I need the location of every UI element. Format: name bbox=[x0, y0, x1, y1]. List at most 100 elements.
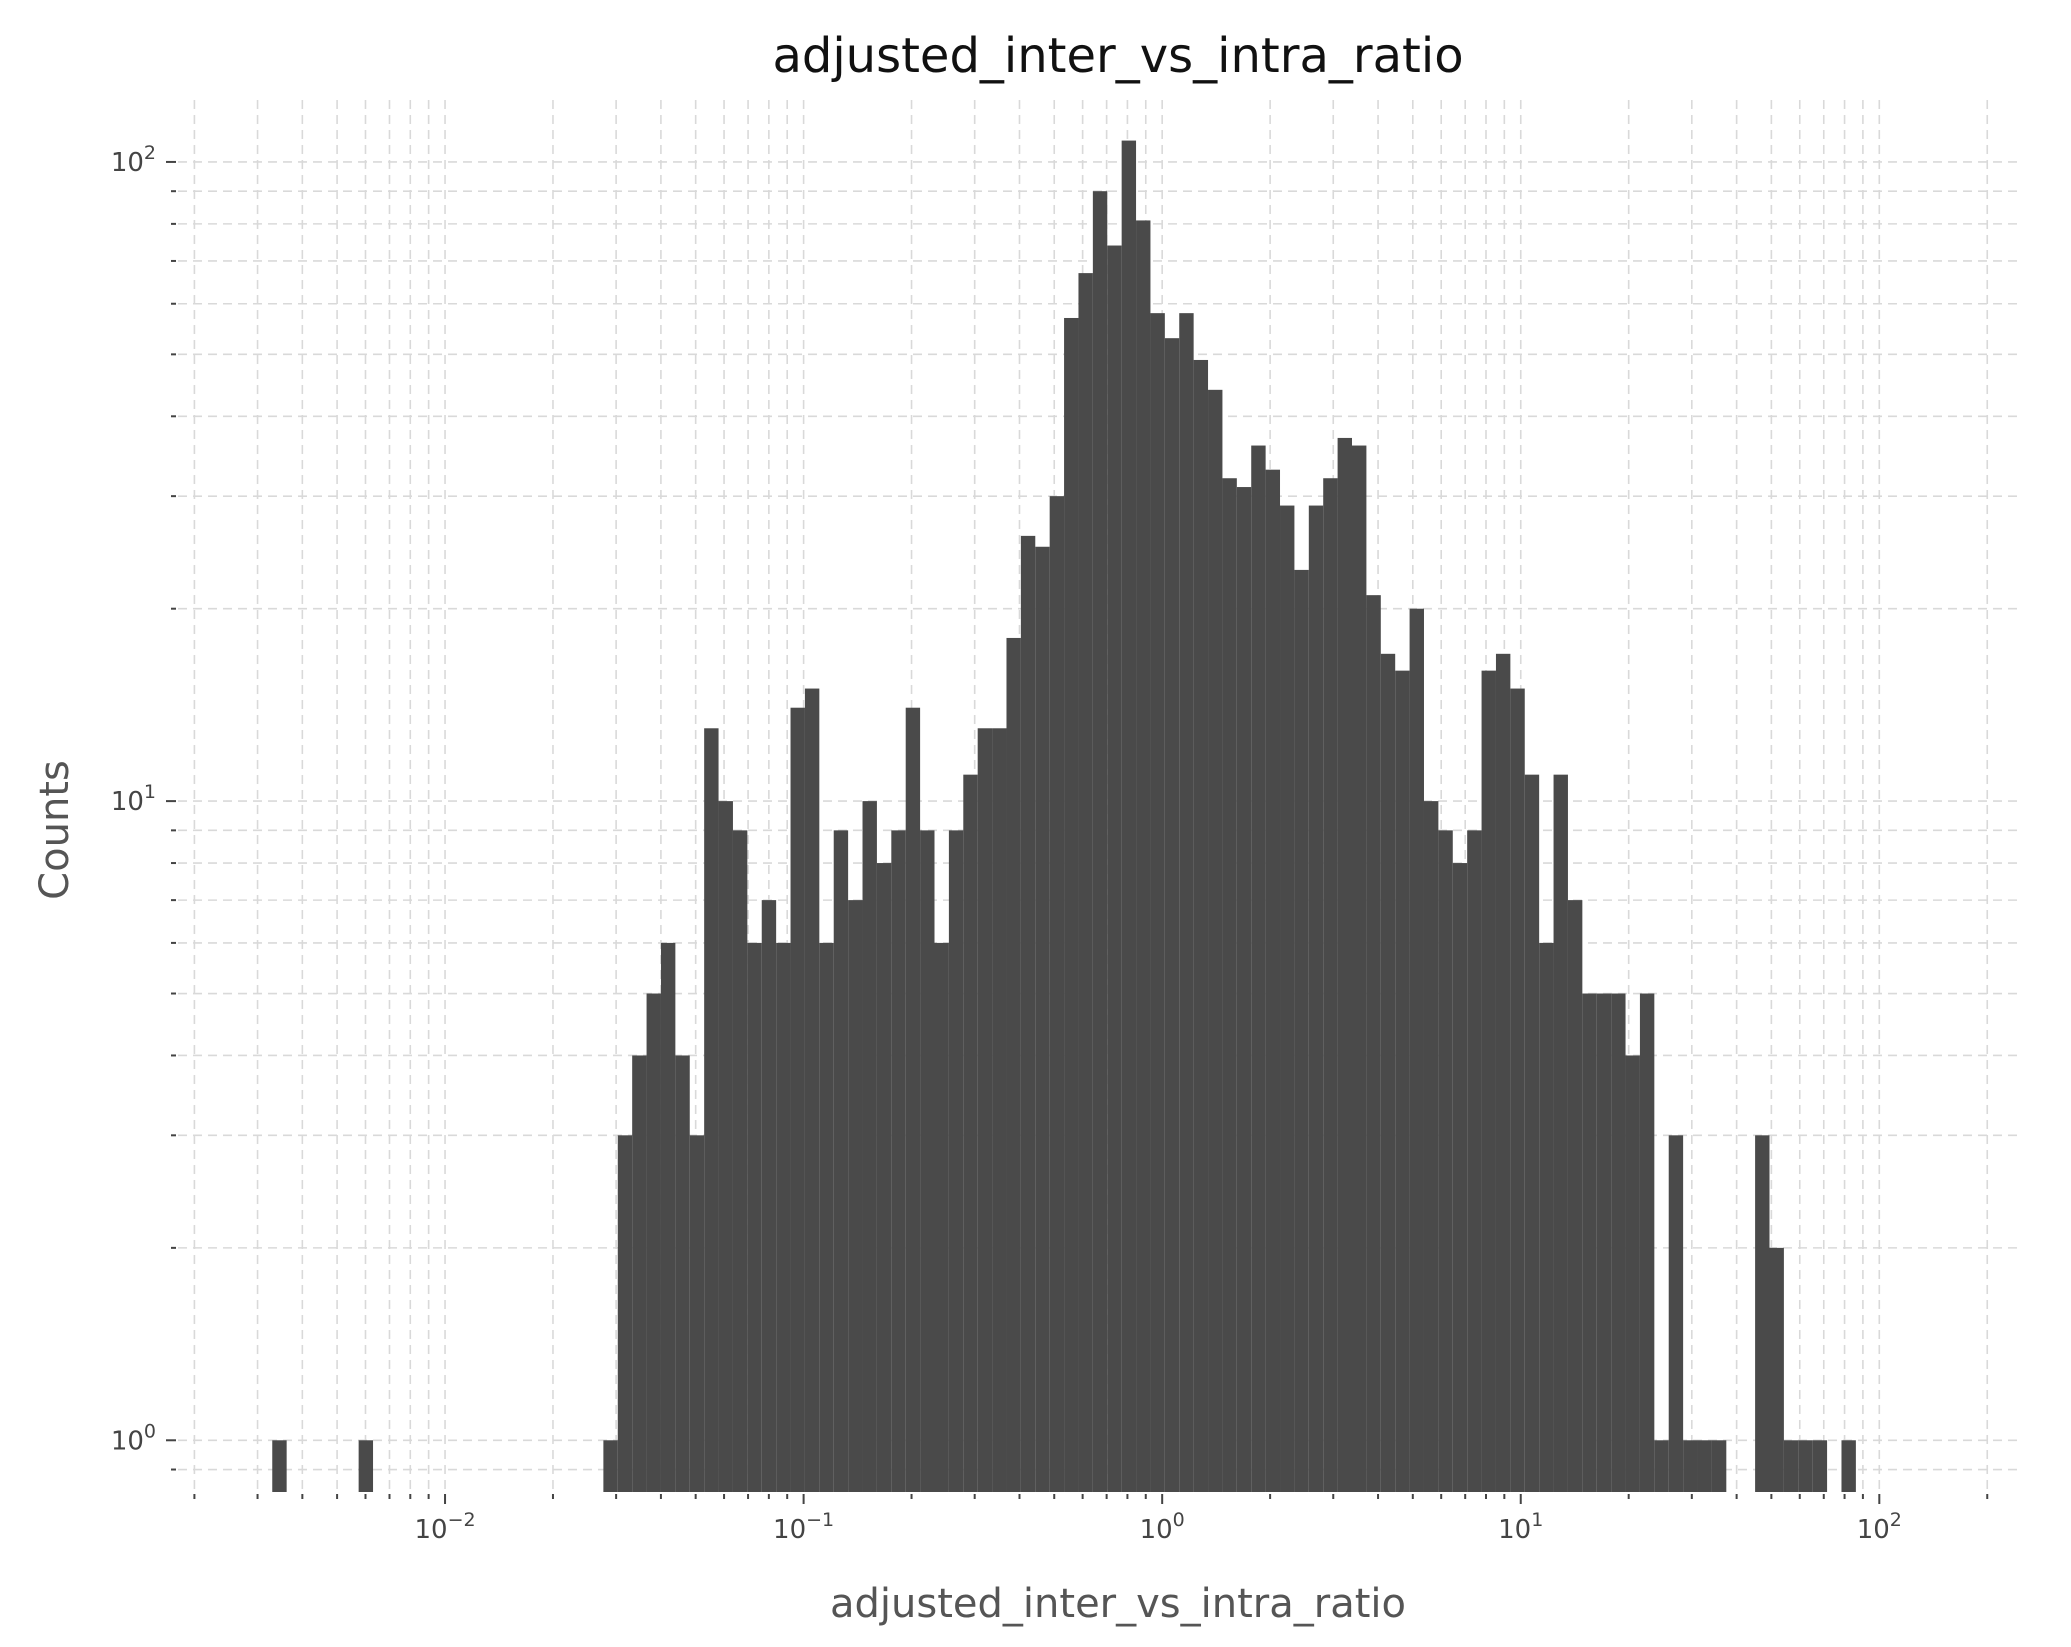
histogram-bar bbox=[1351, 445, 1367, 1492]
histogram-bar bbox=[1423, 801, 1439, 1492]
histogram-bar bbox=[1438, 830, 1453, 1492]
histogram-bar bbox=[272, 1440, 287, 1492]
histogram-bar bbox=[790, 707, 805, 1492]
histogram-bar bbox=[1654, 1440, 1669, 1492]
histogram-bar bbox=[1380, 653, 1396, 1492]
axes: 10−2 10−1 100 101 102 100 101 102 bbox=[111, 142, 1989, 1545]
histogram-bar bbox=[1755, 1135, 1770, 1492]
histogram-bar bbox=[819, 942, 834, 1492]
histogram-bar bbox=[1596, 993, 1612, 1492]
histogram-bar bbox=[1539, 942, 1554, 1492]
histogram-bar bbox=[1395, 670, 1410, 1492]
histogram-bar bbox=[776, 942, 791, 1492]
histogram-bar bbox=[1136, 220, 1151, 1492]
histogram-bar bbox=[1294, 569, 1309, 1492]
y-tick-label: 101 bbox=[111, 781, 156, 817]
histogram-bar bbox=[761, 900, 777, 1492]
histogram-bar bbox=[1092, 191, 1108, 1492]
histogram-bar bbox=[1582, 993, 1597, 1492]
histogram-bar bbox=[848, 900, 863, 1492]
histogram-bar bbox=[1193, 359, 1209, 1492]
histogram-bar bbox=[603, 1440, 618, 1492]
histogram-bar bbox=[963, 774, 978, 1492]
histogram-bar bbox=[1769, 1247, 1784, 1492]
histogram-bar bbox=[1524, 774, 1540, 1492]
x-tick-label: 100 bbox=[1140, 1509, 1185, 1545]
histogram-bar bbox=[1179, 313, 1194, 1492]
histogram-bar bbox=[1323, 478, 1338, 1492]
histogram-bar bbox=[1107, 245, 1122, 1492]
histogram-bar bbox=[1049, 496, 1065, 1492]
histogram-bar bbox=[1308, 505, 1324, 1492]
histogram-bar bbox=[358, 1440, 374, 1492]
histogram-bar bbox=[977, 728, 993, 1492]
histogram-bar bbox=[732, 830, 748, 1492]
histogram-bar bbox=[1366, 595, 1381, 1492]
histogram-bar bbox=[1841, 1440, 1856, 1492]
histogram-bar bbox=[804, 688, 820, 1492]
histogram-bar bbox=[905, 707, 921, 1492]
histogram-bar bbox=[1265, 469, 1281, 1492]
histogram-bar bbox=[1625, 1055, 1640, 1492]
histogram-bar bbox=[920, 830, 935, 1492]
y-axis-label: Counts bbox=[32, 760, 78, 900]
histogram-bar bbox=[891, 830, 906, 1492]
x-tick-label: 10−1 bbox=[773, 1509, 834, 1545]
histogram-bar bbox=[1567, 900, 1583, 1492]
histogram-bar bbox=[1683, 1440, 1698, 1492]
histogram-bar bbox=[1668, 1135, 1684, 1492]
histogram-bar bbox=[1150, 313, 1165, 1492]
x-tick-label: 101 bbox=[1498, 1509, 1543, 1545]
histogram-bar bbox=[1064, 317, 1079, 1492]
histogram-bar bbox=[1078, 273, 1093, 1492]
histogram-bar bbox=[948, 830, 964, 1492]
histogram-bar bbox=[1208, 389, 1223, 1492]
histogram-bar bbox=[1006, 637, 1021, 1492]
histogram-bar bbox=[1035, 546, 1050, 1492]
histogram-bar bbox=[1812, 1440, 1828, 1492]
histogram-bar bbox=[617, 1135, 633, 1492]
histogram-bar bbox=[632, 1055, 647, 1492]
histogram-bar bbox=[1236, 487, 1252, 1492]
histogram-bar bbox=[1467, 830, 1482, 1492]
histogram-bar bbox=[1495, 653, 1511, 1492]
histogram-bar bbox=[689, 1135, 705, 1492]
histogram-bar bbox=[675, 1055, 690, 1492]
histogram-bars bbox=[272, 140, 1856, 1492]
histogram-bar bbox=[1783, 1440, 1799, 1492]
histogram-bar bbox=[747, 942, 762, 1492]
histogram-bar bbox=[1711, 1440, 1727, 1492]
histogram-bar bbox=[660, 942, 676, 1492]
x-axis-label: adjusted_inter_vs_intra_ratio bbox=[830, 1581, 1406, 1627]
histogram-bar bbox=[1164, 338, 1180, 1492]
histogram-bar bbox=[1337, 437, 1352, 1492]
histogram-bar bbox=[862, 801, 877, 1492]
histogram-bar bbox=[833, 830, 849, 1492]
histogram-bar bbox=[1280, 505, 1295, 1492]
chart-title: adjusted_inter_vs_intra_ratio bbox=[772, 28, 1463, 84]
histogram-bar bbox=[1611, 993, 1626, 1492]
histogram-bar bbox=[1020, 535, 1036, 1492]
histogram-bar bbox=[1251, 445, 1266, 1492]
histogram-bar bbox=[718, 801, 733, 1492]
histogram-bar bbox=[1697, 1440, 1712, 1492]
histogram-bar bbox=[646, 993, 661, 1492]
histogram-bar bbox=[1510, 688, 1525, 1492]
x-tick-label: 10−2 bbox=[414, 1509, 475, 1545]
histogram-bar bbox=[1481, 670, 1496, 1492]
histogram-bar bbox=[1452, 863, 1468, 1492]
histogram-bar bbox=[1798, 1440, 1813, 1492]
y-tick-label: 102 bbox=[111, 142, 156, 178]
histogram-bar bbox=[876, 863, 892, 1492]
histogram-bar bbox=[992, 728, 1007, 1492]
histogram-bar bbox=[704, 728, 719, 1492]
histogram-bar bbox=[1639, 993, 1655, 1492]
histogram-bar bbox=[1553, 774, 1568, 1492]
histogram-bar bbox=[1121, 140, 1137, 1492]
y-tick-label: 100 bbox=[111, 1420, 156, 1456]
x-tick-label: 102 bbox=[1857, 1509, 1902, 1545]
histogram-bar bbox=[934, 942, 949, 1492]
histogram-bar bbox=[1222, 478, 1237, 1492]
histogram-bar bbox=[1409, 608, 1424, 1492]
